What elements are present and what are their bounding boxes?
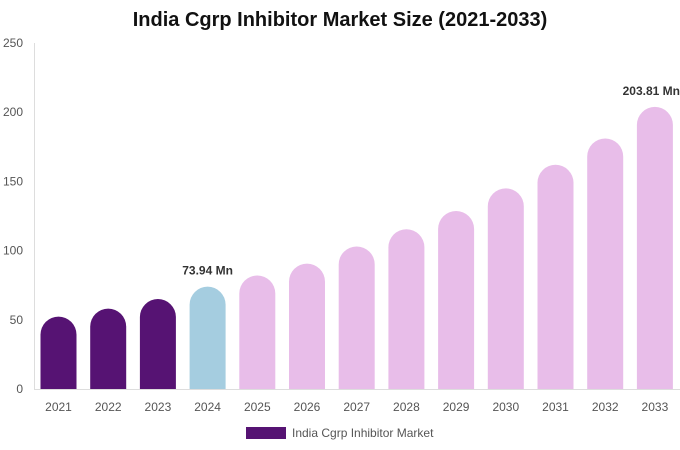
x-tick-label: 2027 xyxy=(343,400,370,414)
bar-2025[interactable] xyxy=(239,275,276,389)
data-label-2033: 203.81 Mn xyxy=(623,84,680,98)
bars xyxy=(40,106,673,390)
y-tick-label: 0 xyxy=(16,382,23,396)
x-tick-label: 2023 xyxy=(145,400,172,414)
x-tick-label: 2029 xyxy=(443,400,470,414)
bar-2024[interactable] xyxy=(189,286,226,389)
data-label-2024: 73.94 Mn xyxy=(182,264,233,278)
x-tick-label: 2026 xyxy=(294,400,321,414)
y-axis: 0 50 100 150 200 250 xyxy=(3,36,23,396)
bar-2026[interactable] xyxy=(289,263,325,389)
x-tick-label: 2030 xyxy=(492,400,519,414)
x-tick-label: 2028 xyxy=(393,400,420,414)
bar-2023[interactable] xyxy=(139,299,176,389)
legend[interactable]: India Cgrp Inhibitor Market xyxy=(246,426,434,440)
bar-2022[interactable] xyxy=(90,308,127,389)
legend-label: India Cgrp Inhibitor Market xyxy=(292,426,434,440)
data-labels: 73.94 Mn 203.81 Mn xyxy=(182,84,680,278)
bar-2029[interactable] xyxy=(438,211,475,389)
x-tick-label: 2031 xyxy=(542,400,569,414)
bar-2033[interactable] xyxy=(636,106,673,390)
x-tick-label: 2025 xyxy=(244,400,271,414)
x-tick-label: 2024 xyxy=(194,400,221,414)
y-tick-label: 100 xyxy=(3,244,23,258)
bar-2030[interactable] xyxy=(487,188,524,389)
x-tick-label: 2033 xyxy=(642,400,669,414)
bar-2032[interactable] xyxy=(587,138,624,389)
bar-2031[interactable] xyxy=(537,164,574,389)
x-axis-labels: 2021 2022 2023 2024 2025 2026 2027 2028 2029 2030… xyxy=(45,400,668,414)
y-tick-label: 150 xyxy=(3,174,23,188)
bar-2027[interactable] xyxy=(338,246,375,389)
chart-title: India Cgrp Inhibitor Market Size (2021-2… xyxy=(132,9,548,31)
y-tick-label: 200 xyxy=(3,105,23,119)
x-tick-label: 2022 xyxy=(95,400,122,414)
y-tick-label: 50 xyxy=(10,313,24,327)
bar-2021[interactable] xyxy=(40,316,77,389)
x-tick-label: 2032 xyxy=(592,400,619,414)
y-tick-label: 250 xyxy=(3,36,23,50)
x-tick-label: 2021 xyxy=(45,400,72,414)
bar-2028[interactable] xyxy=(388,229,425,389)
legend-swatch xyxy=(246,427,286,439)
